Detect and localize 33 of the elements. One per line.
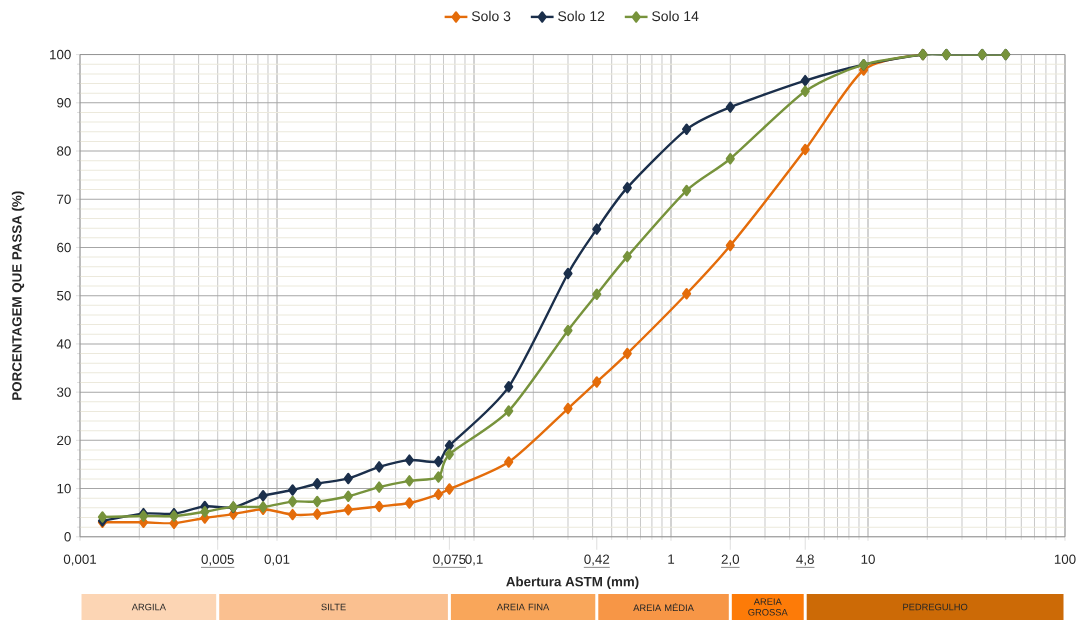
y-tick-label: 20 (57, 435, 71, 446)
x-tick-label: 10 (861, 554, 875, 564)
y-tick-label: 40 (56, 339, 71, 349)
y-tick-label: 10 (57, 483, 71, 494)
x-tick-label: 2,0 (721, 554, 740, 566)
legend-label: Solo 12 (558, 10, 605, 22)
text: AREIA FINA (496, 603, 550, 611)
legend-label: Solo 3 (471, 10, 511, 22)
y-tick-label: 60 (57, 242, 71, 253)
y-tick-label: 100 (50, 49, 71, 60)
y-axis-title: PORCENTAGEM QUE PASSA (%) (11, 191, 25, 400)
x-axis-title: Abertura ASTM (mm) (506, 576, 639, 589)
text: PEDREGULHO (903, 603, 968, 611)
x-tick-label: 0,01 (264, 554, 290, 566)
text: AREIA GROSSA (748, 598, 788, 616)
legend-label: Solo 14 (652, 10, 699, 22)
y-tick-label: 80 (57, 146, 71, 156)
y-tick-label: 0 (64, 532, 71, 542)
y-tick-label: 30 (56, 387, 71, 397)
text: AREIA MÉDIA (633, 602, 694, 612)
x-tick-label: 0,005 (201, 554, 234, 566)
x-tick-label: 0,1 (465, 554, 483, 566)
x-tick-label: 4,8 (796, 554, 814, 566)
x-tick-label: 100 (1054, 554, 1076, 564)
text: SILTE (321, 603, 346, 611)
x-tick-label: 0,001 (63, 554, 97, 566)
y-tick-label: 70 (57, 194, 71, 204)
text: ARGILA (131, 603, 166, 611)
x-tick-label: 0,42 (584, 554, 610, 566)
y-tick-label: 90 (57, 98, 71, 108)
x-tick-label: 0,075 (433, 554, 466, 566)
x-tick-label: 1 (668, 554, 675, 564)
y-tick-label: 50 (57, 290, 71, 301)
